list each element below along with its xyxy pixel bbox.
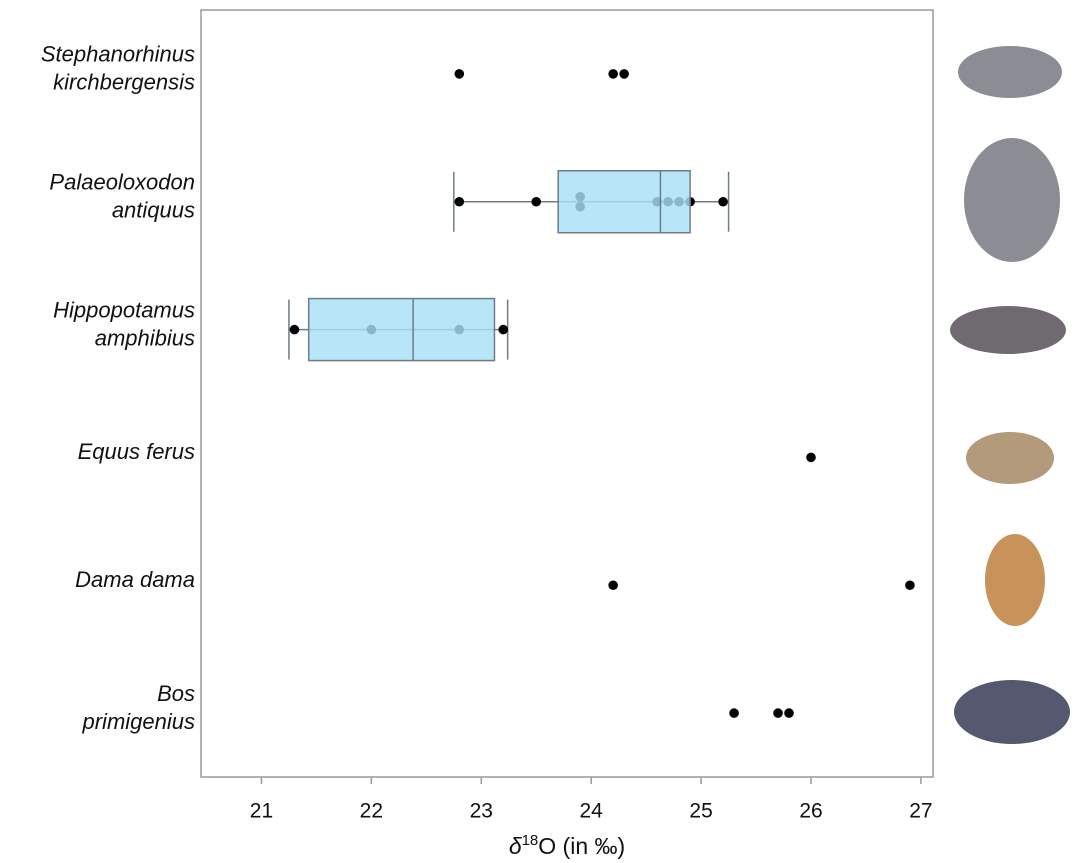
data-point [531,197,541,207]
x-tick-label: 22 [360,800,383,823]
x-label-symbol: δ [509,833,522,859]
chart: δ18O (in ‰) 21 22 23 24 25 26 27 Stephanorhinus… [0,0,1080,863]
data-point [784,708,794,718]
data-point [454,69,464,79]
box [558,171,690,233]
category-label: Stephanorhinus [41,42,195,67]
data-point [498,325,508,335]
plot-frame [201,10,933,777]
animal-icons [950,46,1070,744]
x-tick-label: 25 [689,800,712,823]
category-label: Bos [157,681,195,706]
data-point [290,325,300,335]
category-label: Hippopotamus [53,297,195,322]
x-tick-label: 21 [250,800,273,823]
x-label-text: O (in ‰) [538,833,625,859]
data-point [773,708,783,718]
data-point [608,69,618,79]
x-axis-label: δ18O (in ‰) [509,832,625,859]
data-point [454,197,464,207]
page: {"chart_data": { "type": "box", "categor… [0,0,1080,863]
category-label: amphibius [95,325,195,350]
icon-rhino [958,46,1062,98]
box [309,299,495,361]
data-point [905,580,915,590]
icon-deer [985,534,1045,626]
icon-hippo [950,306,1066,354]
icon-aurochs [954,680,1070,744]
category-label: antiquus [112,198,195,223]
x-tick-label: 27 [909,800,932,823]
x-tick-label: 23 [470,800,493,823]
data-point [806,453,816,463]
data-point [608,580,618,590]
category-label: kirchbergensis [53,70,195,95]
category-label: primigenius [82,709,196,734]
data-point [718,197,728,207]
data-point [729,708,739,718]
x-label-superscript: 18 [522,832,539,849]
icon-horse [966,432,1054,484]
data-point [619,69,629,79]
x-tick-label: 24 [580,800,604,823]
x-tick-label: 26 [799,800,822,823]
category-label: Equus ferus [78,439,195,464]
category-label: Dama dama [75,567,195,592]
icon-elephant [964,138,1060,262]
category-label: Palaeoloxodon [49,170,195,195]
